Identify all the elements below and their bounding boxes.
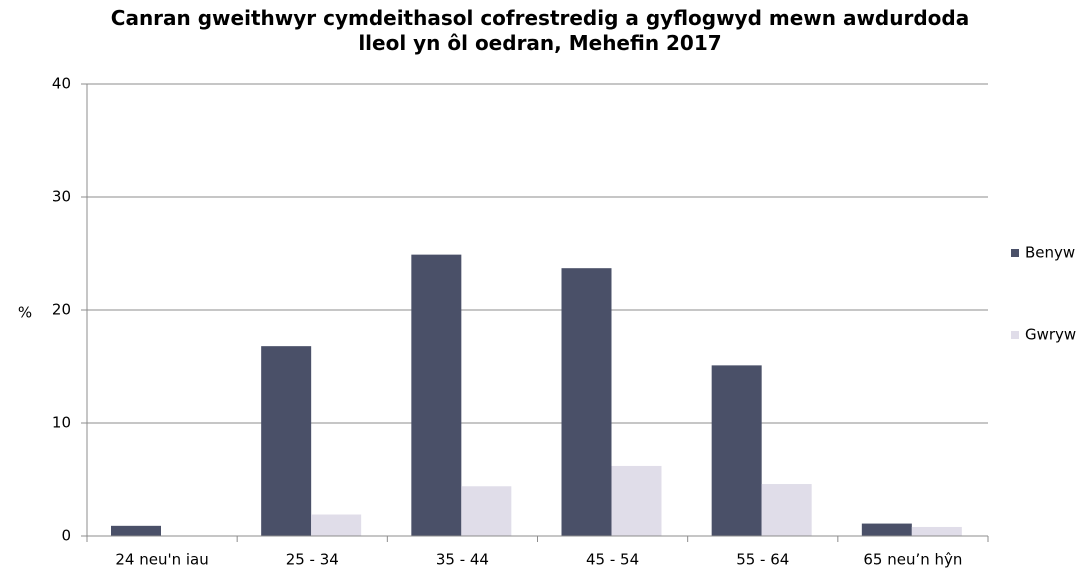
y-tick-label: 10 bbox=[52, 414, 71, 432]
bar bbox=[111, 525, 161, 536]
bar bbox=[261, 346, 312, 536]
x-tick-label: 35 - 44 bbox=[436, 551, 489, 569]
bar bbox=[611, 465, 662, 536]
y-axis-label: % bbox=[18, 304, 32, 322]
legend-label: Gwryw bbox=[1025, 326, 1076, 344]
bar bbox=[561, 268, 612, 536]
y-tick-label: 40 bbox=[52, 75, 71, 93]
bar bbox=[461, 486, 512, 536]
y-tick-label: 20 bbox=[52, 301, 71, 319]
bar bbox=[911, 526, 962, 536]
x-tick-label: 55 - 64 bbox=[736, 551, 789, 569]
bar bbox=[311, 514, 362, 536]
legend-label: Benyw bbox=[1025, 244, 1075, 262]
bar bbox=[411, 254, 462, 536]
x-tick-label: 65 neu’n hŷn bbox=[863, 551, 962, 569]
legend-swatch bbox=[1011, 249, 1019, 257]
y-tick-label: 0 bbox=[61, 527, 71, 545]
legend-swatch bbox=[1011, 331, 1019, 339]
x-tick-label: 24 neu'n iau bbox=[115, 551, 208, 569]
bar bbox=[861, 523, 912, 536]
bar bbox=[761, 484, 812, 536]
chart-title: Canran gweithwyr cymdeithasol cofrestred… bbox=[110, 6, 970, 55]
x-tick-label: 45 - 54 bbox=[586, 551, 639, 569]
x-tick-label: 25 - 34 bbox=[286, 551, 339, 569]
y-tick-label: 30 bbox=[52, 188, 71, 206]
bar bbox=[711, 365, 762, 536]
